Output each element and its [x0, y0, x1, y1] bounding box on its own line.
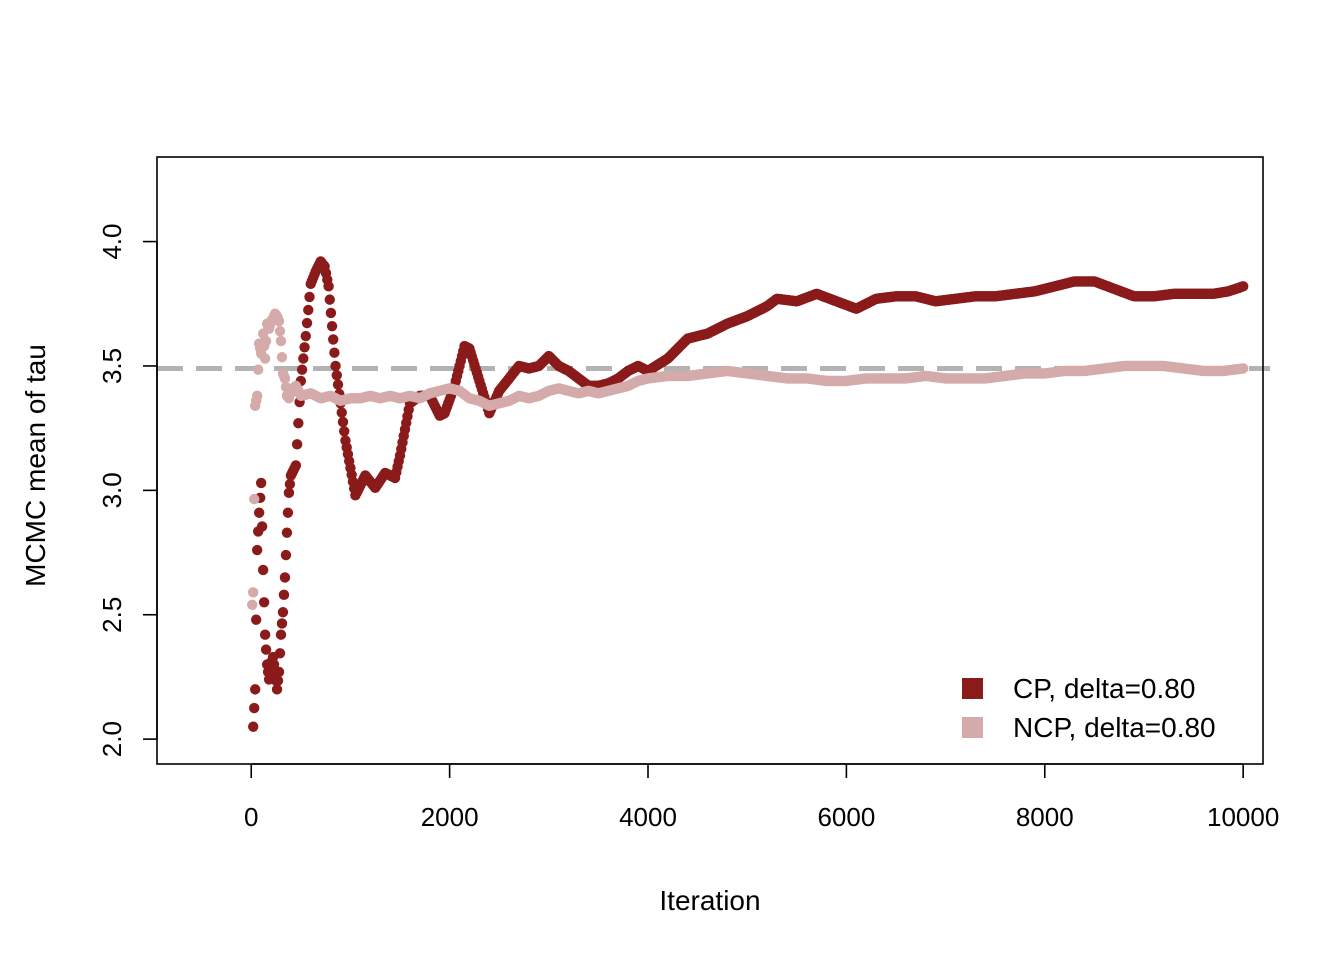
data-point: [276, 618, 288, 629]
data-point: [290, 460, 302, 471]
data-point: [325, 307, 337, 319]
data-point: [279, 572, 291, 583]
data-point: [259, 353, 271, 364]
data-points-layer: [247, 256, 1249, 732]
legend-swatch-ncp: [962, 717, 983, 738]
data-point: [339, 426, 350, 437]
data-point: [250, 614, 262, 625]
series-cp: [248, 256, 1249, 732]
data-point: [257, 564, 269, 576]
data-point: [283, 487, 295, 499]
data-point: [330, 360, 341, 372]
data-point: [249, 493, 260, 505]
data-point: [326, 320, 338, 332]
x-axis-title: Iteration: [659, 885, 760, 916]
x-tick-label: 10000: [1207, 802, 1279, 832]
legend: CP, delta=0.80 NCP, delta=0.80: [962, 673, 1216, 743]
y-tick-label: 4.0: [97, 224, 127, 260]
x-tick-label: 6000: [817, 802, 875, 832]
data-point: [260, 644, 272, 655]
y-tick-label: 2.5: [97, 597, 127, 633]
data-point: [293, 417, 304, 429]
data-point: [328, 334, 339, 345]
y-tick-label: 2.0: [97, 721, 127, 757]
y-tick-label: 3.0: [97, 472, 127, 508]
data-point: [331, 370, 342, 381]
data-point: [323, 281, 334, 292]
data-point: [275, 629, 287, 640]
data-point: [247, 599, 258, 610]
data-point: [274, 648, 286, 659]
data-point: [276, 352, 288, 363]
data-point: [298, 353, 309, 364]
data-point: [300, 330, 311, 342]
legend-label-ncp: NCP, delta=0.80: [1013, 712, 1216, 743]
data-point: [248, 721, 259, 732]
data-point: [253, 507, 265, 518]
data-point: [251, 390, 263, 402]
data-point: [282, 507, 294, 518]
data-point: [301, 317, 313, 329]
data-point: [336, 407, 347, 418]
data-point: [324, 294, 335, 305]
data-point: [274, 325, 286, 337]
legend-label-cp: CP, delta=0.80: [1013, 673, 1195, 704]
data-point: [280, 549, 292, 561]
x-tick-label: 2000: [421, 802, 479, 832]
data-point: [258, 597, 270, 608]
data-point: [1237, 363, 1249, 374]
data-point: [284, 478, 296, 490]
y-tick-label: 3.5: [97, 348, 127, 384]
legend-swatch-cp: [962, 678, 983, 699]
data-point: [277, 607, 289, 618]
data-point: [291, 439, 303, 450]
data-point: [275, 335, 287, 347]
axes-layer: 0 2000 4000 6000 8000 10000 2.0 2.5 3.0 3.5 4.0: [97, 224, 1279, 832]
data-point: [296, 364, 308, 375]
x-tick-label: 8000: [1016, 802, 1074, 832]
data-point: [1237, 281, 1249, 292]
data-point: [332, 379, 344, 390]
data-point: [273, 315, 285, 327]
data-point: [337, 416, 349, 428]
data-point: [329, 347, 340, 358]
data-point: [248, 587, 259, 598]
data-point: [252, 364, 264, 375]
x-tick-label: 0: [244, 802, 258, 832]
y-axis-title: MCMC mean of tau: [20, 344, 51, 587]
data-point: [259, 629, 271, 640]
data-point: [271, 684, 283, 695]
data-point: [281, 527, 293, 538]
data-point: [260, 335, 272, 347]
data-point: [256, 521, 268, 532]
data-point: [299, 342, 310, 353]
x-tick-label: 4000: [619, 802, 677, 832]
data-point: [272, 675, 284, 686]
data-point: [273, 666, 285, 678]
data-point: [251, 544, 263, 556]
data-point: [249, 702, 260, 714]
data-point: [279, 373, 291, 384]
data-point: [255, 477, 267, 489]
series-ncp: [247, 308, 1249, 610]
data-point: [250, 684, 261, 695]
data-point: [304, 291, 315, 303]
data-point: [303, 304, 314, 316]
data-point: [278, 589, 290, 601]
